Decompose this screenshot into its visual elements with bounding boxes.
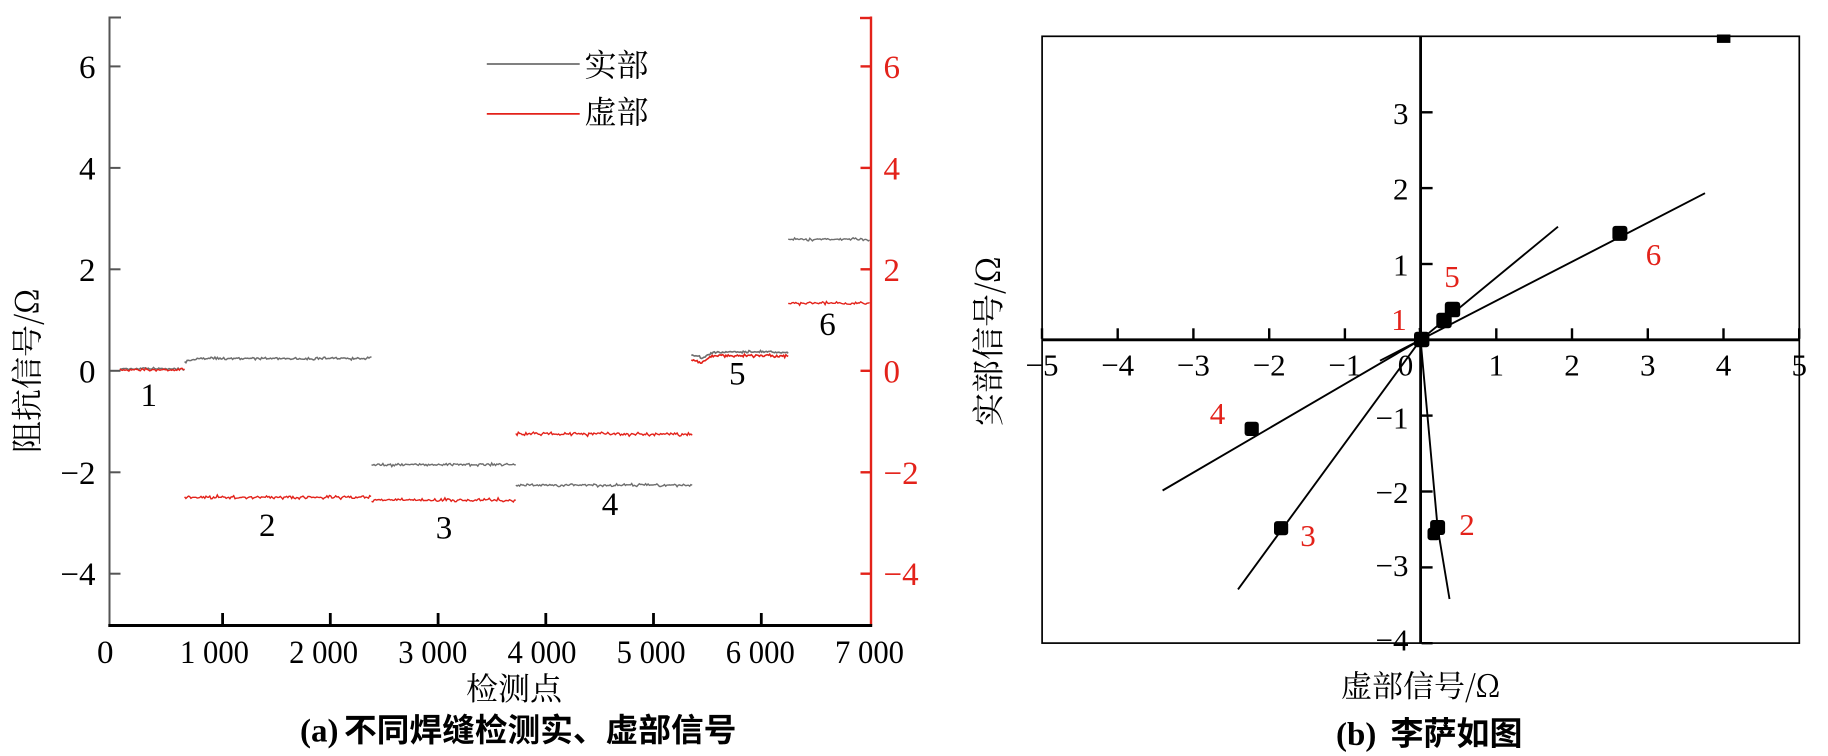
svg-text:4: 4 [884,151,901,187]
svg-text:−4: −4 [60,557,95,593]
svg-text:4: 4 [1210,396,1226,431]
svg-text:1: 1 [1391,302,1407,337]
svg-text:3 000: 3 000 [398,635,467,671]
svg-text:3: 3 [1393,96,1409,131]
svg-text:1 000: 1 000 [180,635,249,671]
svg-text:(a): (a) [300,714,338,750]
svg-text:3: 3 [1300,518,1316,553]
svg-text:(b): (b) [1336,717,1376,753]
svg-text:4: 4 [602,487,619,523]
svg-text:4: 4 [1716,348,1732,383]
svg-text:2: 2 [884,253,901,289]
svg-text:0: 0 [884,354,901,390]
svg-text:6: 6 [79,50,96,86]
svg-text:4: 4 [79,151,96,187]
svg-text:6: 6 [884,50,901,86]
svg-text:−2: −2 [1376,475,1409,510]
svg-text:5 000: 5 000 [617,635,686,671]
svg-text:4 000: 4 000 [508,635,577,671]
svg-text:6: 6 [819,307,836,343]
svg-text:−4: −4 [884,557,919,593]
svg-text:1: 1 [140,378,157,414]
svg-text:7 000: 7 000 [835,635,904,671]
svg-text:1: 1 [1393,247,1409,282]
svg-text:5: 5 [1444,259,1460,294]
svg-text:−2: −2 [884,456,919,492]
svg-text:0: 0 [79,354,96,390]
svg-text:−1: −1 [1328,348,1361,383]
svg-text:2: 2 [79,253,96,289]
svg-text:0: 0 [97,635,114,671]
svg-text:−5: −5 [1026,348,1059,383]
svg-text:−4: −4 [1376,623,1409,658]
svg-text:3: 3 [436,511,453,547]
svg-text:−3: −3 [1376,548,1409,583]
svg-text:−4: −4 [1101,348,1134,383]
svg-text:−2: −2 [1253,348,1286,383]
svg-text:5: 5 [1791,348,1807,383]
svg-text:0: 0 [1398,348,1414,383]
svg-text:2: 2 [1393,172,1409,207]
svg-text:2: 2 [1459,507,1475,542]
svg-text:3: 3 [1640,348,1656,383]
svg-text:−3: −3 [1177,348,1210,383]
svg-text:6: 6 [1646,237,1662,272]
svg-text:2 000: 2 000 [289,635,358,671]
svg-text:5: 5 [729,357,746,393]
svg-text:−1: −1 [1376,401,1409,436]
svg-text:2: 2 [1564,348,1580,383]
svg-text:2: 2 [259,508,276,544]
svg-text:−2: −2 [60,456,95,492]
svg-text:1: 1 [1489,348,1505,383]
svg-text:6 000: 6 000 [726,635,795,671]
